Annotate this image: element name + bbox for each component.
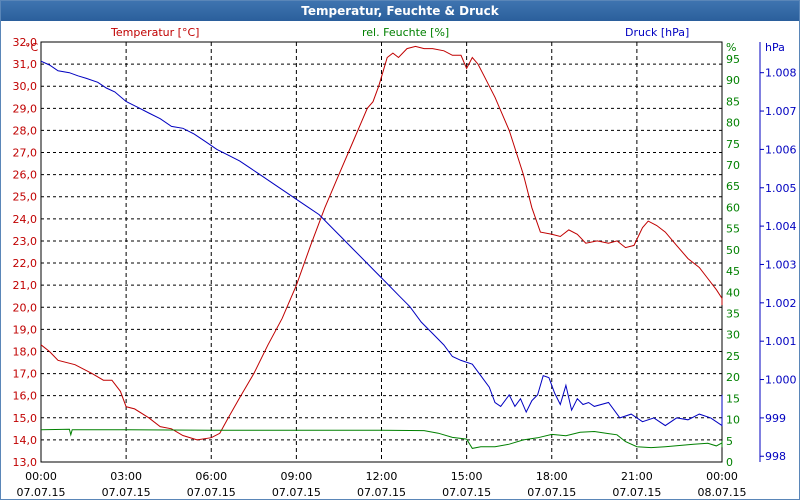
humidity-tick-label: 60	[726, 201, 740, 214]
temp-axis-unit: °C	[25, 41, 39, 54]
line-chart: 13,0 14,0 15,0 16,0 17,0 18,0 19,0 20,0 21,0 22,0…	[13, 26, 797, 499]
temp-tick-label: 32,0	[13, 36, 38, 49]
x-tick-time: 09:00	[281, 470, 313, 483]
humidity-tick-label: 45	[726, 265, 740, 278]
temp-tick-label: 24,0	[13, 213, 38, 226]
humidity-tick-label: 70	[726, 159, 740, 172]
temp-tick-label: 23,0	[13, 235, 38, 248]
temp-tick-label: 15,0	[13, 412, 38, 425]
humidity-tick-label: 20	[726, 371, 740, 384]
pressure-tick-label: 1.008	[765, 67, 797, 80]
axis-ticks: 13,0 14,0 15,0 16,0 17,0 18,0 19,0 20,0 21,0 22,0…	[13, 36, 797, 499]
x-tick-date: 07.07.15	[442, 486, 491, 499]
humidity-tick-label: 35	[726, 308, 740, 321]
x-tick-date: 07.07.15	[272, 486, 321, 499]
temp-tick-label: 31,0	[13, 58, 38, 71]
temp-tick-label: 14,0	[13, 434, 38, 447]
pressure-line	[40, 60, 723, 427]
legend-temperature: Temperatur [°C]	[110, 26, 199, 39]
pressure-tick-label: 1.000	[765, 374, 797, 387]
x-tick-date: 07.07.15	[102, 486, 151, 499]
humidity-tick-label: 75	[726, 138, 740, 151]
series-lines	[40, 45, 723, 449]
x-tick-date: 08.07.15	[698, 486, 747, 499]
x-tick-time: 06:00	[195, 470, 227, 483]
temp-tick-label: 13,0	[13, 456, 38, 469]
x-tick-date: 07.07.15	[357, 486, 406, 499]
x-tick-time: 00:00	[25, 470, 57, 483]
humidity-tick-label: 80	[726, 117, 740, 130]
legend-pressure: Druck [hPa]	[625, 26, 689, 39]
humidity-tick-label: 25	[726, 350, 740, 363]
humidity-line	[40, 428, 723, 449]
humidity-tick-label: 65	[726, 180, 740, 193]
humidity-tick-label: 10	[726, 414, 740, 427]
humidity-tick-label: 55	[726, 223, 740, 236]
humidity-tick-label: 90	[726, 74, 740, 87]
x-tick-time: 00:00	[706, 470, 738, 483]
humidity-axis-unit: %	[726, 41, 736, 54]
temp-tick-label: 19,0	[13, 323, 38, 336]
x-tick-time: 03:00	[110, 470, 142, 483]
temperature-line	[40, 45, 723, 441]
temp-tick-label: 22,0	[13, 257, 38, 270]
pressure-tick-label: 1.005	[765, 182, 797, 195]
humidity-tick-label: 50	[726, 244, 740, 257]
x-tick-time: 21:00	[621, 470, 653, 483]
temp-tick-label: 20,0	[13, 301, 38, 314]
gridlines	[41, 41, 722, 462]
humidity-tick-label: 0	[726, 456, 733, 469]
humidity-tick-label: 40	[726, 286, 740, 299]
temp-tick-label: 21,0	[13, 279, 38, 292]
temp-tick-label: 18,0	[13, 345, 38, 358]
humidity-tick-label: 15	[726, 392, 740, 405]
humidity-tick-label: 85	[726, 95, 740, 108]
temp-tick-label: 29,0	[13, 102, 38, 115]
x-tick-date: 07.07.15	[527, 486, 576, 499]
temp-tick-label: 30,0	[13, 80, 38, 93]
pressure-tick-label: 1.007	[765, 105, 797, 118]
x-tick-time: 15:00	[451, 470, 483, 483]
pressure-tick-label: 1.004	[765, 220, 797, 233]
x-tick-date: 07.07.15	[612, 486, 661, 499]
temp-tick-label: 25,0	[13, 191, 38, 204]
humidity-tick-label: 5	[726, 435, 733, 448]
x-tick-time: 12:00	[366, 470, 398, 483]
temp-tick-label: 26,0	[13, 169, 38, 182]
humidity-tick-label: 30	[726, 329, 740, 342]
pressure-tick-label: 1.002	[765, 297, 797, 310]
temp-tick-label: 17,0	[13, 368, 38, 381]
legend-humidity: rel. Feuchte [%]	[362, 26, 449, 39]
window-title: Temperatur, Feuchte & Druck	[1, 1, 799, 21]
pressure-tick-label: 999	[765, 412, 786, 425]
pressure-axis-unit: hPa	[765, 41, 785, 54]
temp-tick-label: 16,0	[13, 390, 38, 403]
temp-tick-label: 28,0	[13, 124, 38, 137]
x-tick-date: 07.07.15	[187, 486, 236, 499]
humidity-tick-label: 95	[726, 53, 740, 66]
pressure-tick-label: 1.003	[765, 258, 797, 271]
temp-tick-label: 27,0	[13, 147, 38, 160]
x-tick-time: 18:00	[536, 470, 568, 483]
x-tick-date: 07.07.15	[17, 486, 66, 499]
pressure-tick-label: 998	[765, 450, 786, 463]
pressure-tick-label: 1.001	[765, 335, 797, 348]
pressure-tick-label: 1.006	[765, 143, 797, 156]
